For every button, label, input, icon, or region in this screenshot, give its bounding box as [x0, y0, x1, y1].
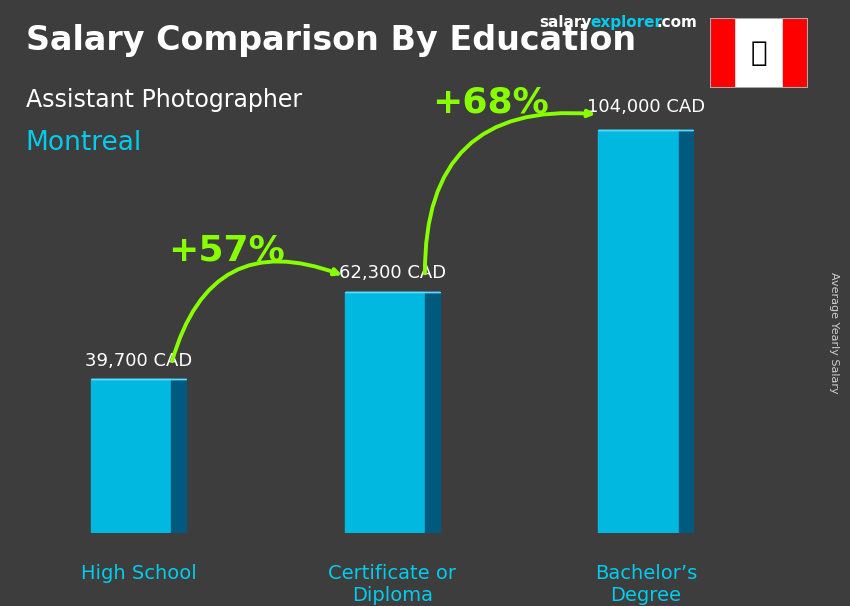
Text: Montreal: Montreal — [26, 130, 142, 156]
Text: Average Yearly Salary: Average Yearly Salary — [829, 273, 839, 394]
Text: salary: salary — [540, 15, 592, 30]
Text: 39,700 CAD: 39,700 CAD — [85, 351, 192, 370]
Polygon shape — [425, 291, 439, 533]
Bar — [344, 291, 425, 533]
Text: Certificate or
Diploma: Certificate or Diploma — [328, 564, 456, 605]
Text: +57%: +57% — [168, 233, 285, 267]
Bar — [783, 18, 808, 88]
Text: 🍁: 🍁 — [751, 39, 767, 67]
Text: +68%: +68% — [432, 85, 549, 119]
Text: Bachelor’s
Degree: Bachelor’s Degree — [595, 564, 697, 605]
Text: Salary Comparison By Education: Salary Comparison By Education — [26, 24, 636, 57]
Text: .com: .com — [656, 15, 697, 30]
Bar — [91, 379, 172, 533]
Text: High School: High School — [81, 564, 196, 584]
Bar — [598, 130, 678, 533]
Text: 104,000 CAD: 104,000 CAD — [586, 98, 705, 116]
Text: 62,300 CAD: 62,300 CAD — [338, 264, 445, 282]
Bar — [710, 18, 734, 88]
Polygon shape — [678, 130, 694, 533]
Polygon shape — [172, 379, 186, 533]
Text: Assistant Photographer: Assistant Photographer — [26, 88, 302, 112]
Text: explorer: explorer — [591, 15, 663, 30]
